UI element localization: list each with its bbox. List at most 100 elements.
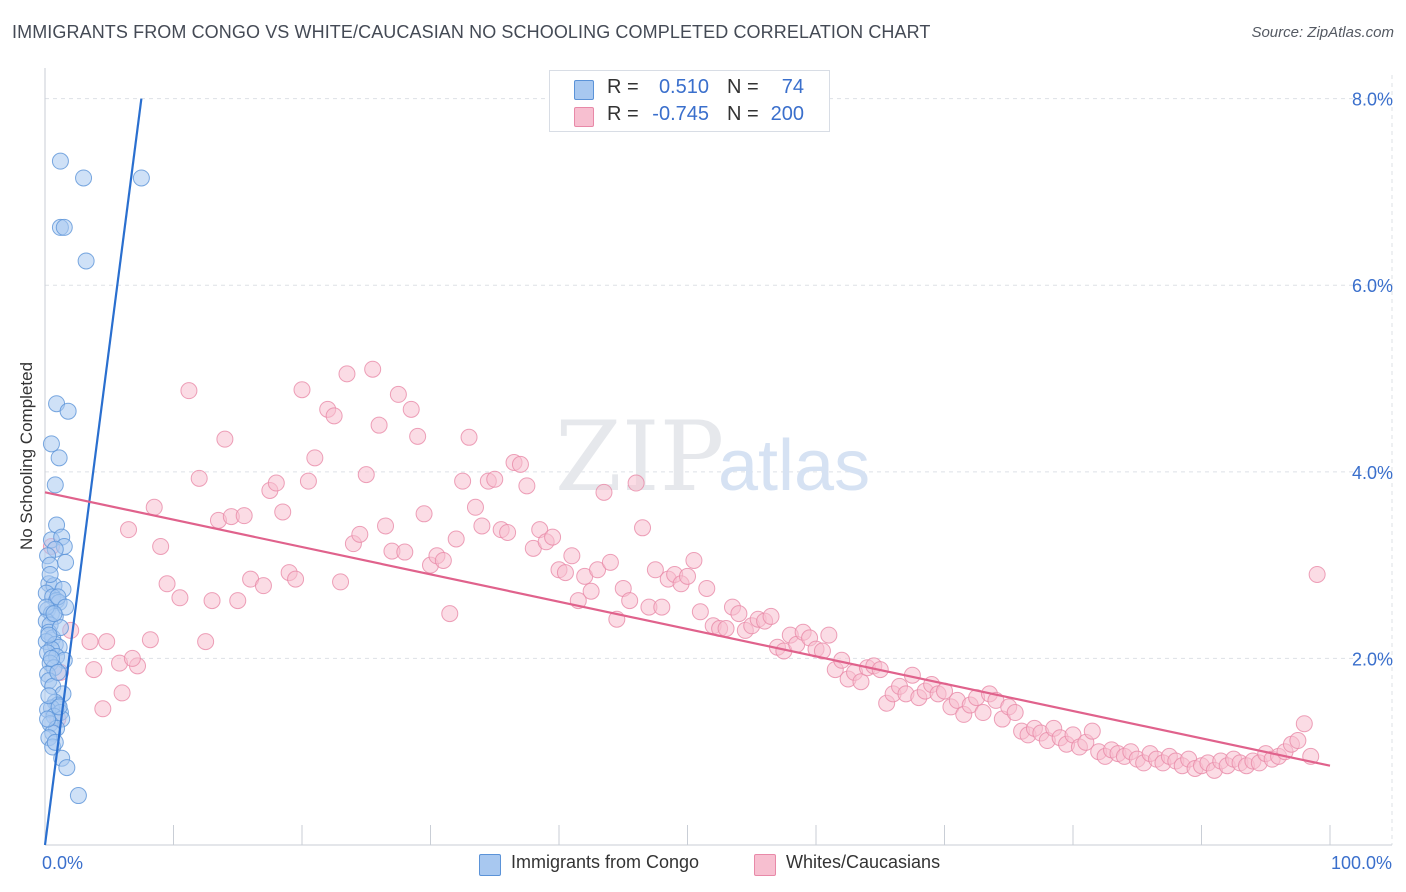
congo-point [132, 169, 150, 187]
white-point [113, 684, 131, 702]
white-point [460, 428, 478, 446]
congo-point [75, 169, 93, 187]
white-point [1289, 732, 1307, 750]
white-point [589, 561, 607, 579]
white-point [85, 661, 103, 679]
white-point [158, 575, 176, 593]
white-point [717, 620, 735, 638]
white-point [685, 551, 703, 569]
congo-point [46, 733, 64, 751]
white-point [511, 455, 529, 473]
congo-point [39, 710, 57, 728]
points-layer [37, 152, 1326, 805]
source-label: Source: ZipAtlas.com [1251, 24, 1394, 41]
white-point [582, 582, 600, 600]
white-point [762, 607, 780, 625]
white-point [486, 470, 504, 488]
white-point [820, 626, 838, 644]
white-point [634, 519, 652, 537]
white-point [203, 592, 221, 610]
white-point [389, 385, 407, 403]
white-point [120, 521, 138, 539]
congo-trendline [43, 98, 143, 846]
white-point [396, 543, 414, 561]
white-point [171, 589, 189, 607]
white-point [415, 505, 433, 523]
congo-point [40, 626, 58, 644]
stats-r-value: -0.745 [652, 103, 709, 125]
stats-n-label: N = [727, 103, 759, 125]
white-point [287, 570, 305, 588]
congo-point [50, 698, 68, 716]
white-point [1083, 722, 1101, 740]
legend-swatch-congo [479, 854, 501, 876]
white-point [293, 381, 311, 399]
white-point [466, 498, 484, 516]
congo-point [55, 218, 73, 236]
white-point [377, 517, 395, 535]
white-point [351, 525, 369, 543]
white-point [974, 704, 992, 722]
white-point [434, 551, 452, 569]
white-point [357, 466, 375, 484]
white-point [81, 633, 99, 651]
white-point [499, 523, 517, 541]
congo-point [59, 402, 77, 420]
white-point [325, 407, 343, 425]
white-point [691, 603, 709, 621]
x-tick-label: 0.0% [42, 853, 83, 873]
grid-layer [45, 75, 1393, 845]
white-point [563, 547, 581, 565]
legend-label-congo: Immigrants from Congo [511, 852, 700, 872]
y-tick-label: 6.0% [1352, 276, 1393, 296]
white-point [197, 633, 215, 651]
white-point [621, 592, 639, 610]
x-tick-label: 100.0% [1331, 853, 1392, 873]
white-point [454, 472, 472, 490]
white-trendline [44, 491, 1331, 767]
legend-label-white: Whites/Caucasians [786, 852, 941, 872]
white-point [518, 477, 536, 495]
white-point [1006, 704, 1024, 722]
congo-point [42, 435, 60, 453]
legend-swatch-white [754, 854, 776, 876]
stats-n-label: N = [727, 76, 759, 98]
watermark: ZIP atlas [555, 401, 870, 513]
stats-r-label: R = [607, 76, 639, 98]
chart-title: IMMIGRANTS FROM CONGO VS WHITE/CAUCASIAN… [12, 22, 931, 42]
congo-point [40, 687, 58, 705]
white-point [145, 498, 163, 516]
congo-point [51, 152, 69, 170]
stats-swatch-white [574, 107, 594, 127]
white-point [235, 507, 253, 525]
white-point [1308, 565, 1326, 583]
white-point [441, 605, 459, 623]
white-point [364, 360, 382, 378]
white-point [852, 673, 870, 691]
white-point [229, 592, 247, 610]
white-point [402, 400, 420, 418]
white-point [141, 631, 159, 649]
congo-point [77, 252, 95, 270]
congo-point [58, 759, 76, 777]
white-point [152, 537, 170, 555]
stats-n-value: 200 [770, 103, 804, 125]
white-point [216, 430, 234, 448]
congo-point [69, 787, 87, 805]
stats-n-value: 74 [781, 76, 804, 98]
white-point [98, 633, 116, 651]
white-point [679, 567, 696, 585]
white-point [306, 449, 324, 467]
white-point [544, 528, 562, 546]
white-point [338, 365, 356, 383]
white-point [409, 427, 427, 445]
stats-r-label: R = [607, 103, 639, 125]
stats-row-congo: R = 0.510 N = 74 [550, 76, 829, 102]
congo-point [45, 605, 63, 623]
congo-point [41, 565, 59, 583]
stats-box: R = 0.510 N = 74 R = -0.745 N = 200 [549, 70, 830, 132]
watermark-zip: ZIP [555, 401, 724, 513]
congo-point [49, 663, 67, 681]
white-point [698, 579, 716, 597]
